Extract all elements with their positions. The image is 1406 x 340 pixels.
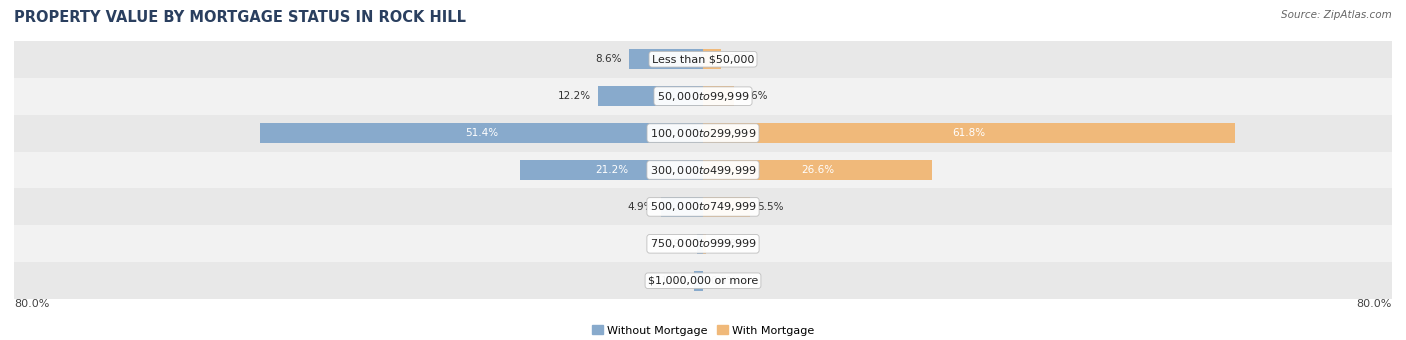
Text: 2.1%: 2.1% [728,54,755,64]
Text: 3.6%: 3.6% [741,91,768,101]
Bar [14,225,1392,262]
Text: 5.5%: 5.5% [758,202,783,212]
Text: 12.2%: 12.2% [558,91,591,101]
Bar [14,188,1392,225]
Text: $500,000 to $749,999: $500,000 to $749,999 [650,200,756,214]
Bar [661,197,703,217]
Bar [14,152,1392,188]
Text: 21.2%: 21.2% [595,165,628,175]
Text: $300,000 to $499,999: $300,000 to $499,999 [650,164,756,176]
Text: Less than $50,000: Less than $50,000 [652,54,754,64]
Text: 80.0%: 80.0% [14,299,49,309]
Legend: Without Mortgage, With Mortgage: Without Mortgage, With Mortgage [588,321,818,340]
Bar [697,234,703,254]
Text: PROPERTY VALUE BY MORTGAGE STATUS IN ROCK HILL: PROPERTY VALUE BY MORTGAGE STATUS IN ROC… [14,10,465,25]
Text: 26.6%: 26.6% [801,165,834,175]
Bar [703,197,751,217]
Text: 0.38%: 0.38% [713,239,747,249]
Text: 0.69%: 0.69% [657,239,690,249]
Text: $50,000 to $99,999: $50,000 to $99,999 [657,90,749,103]
Text: 61.8%: 61.8% [952,128,986,138]
Text: 0.0%: 0.0% [710,276,737,286]
Bar [703,86,734,106]
Bar [695,271,703,291]
Text: 4.9%: 4.9% [627,202,654,212]
Bar [14,262,1392,299]
Bar [14,41,1392,78]
Bar [703,234,706,254]
Bar [520,160,703,180]
Bar [598,86,703,106]
Text: $750,000 to $999,999: $750,000 to $999,999 [650,237,756,250]
Bar [628,49,703,69]
Text: $1,000,000 or more: $1,000,000 or more [648,276,758,286]
Text: 80.0%: 80.0% [1357,299,1392,309]
Text: 8.6%: 8.6% [596,54,621,64]
Bar [260,123,703,143]
Bar [703,49,721,69]
Bar [14,78,1392,115]
Text: Source: ZipAtlas.com: Source: ZipAtlas.com [1281,10,1392,20]
Text: 51.4%: 51.4% [465,128,498,138]
Bar [703,160,932,180]
Text: 1.0%: 1.0% [661,276,688,286]
Bar [14,115,1392,152]
Bar [703,123,1236,143]
Text: $100,000 to $299,999: $100,000 to $299,999 [650,126,756,140]
